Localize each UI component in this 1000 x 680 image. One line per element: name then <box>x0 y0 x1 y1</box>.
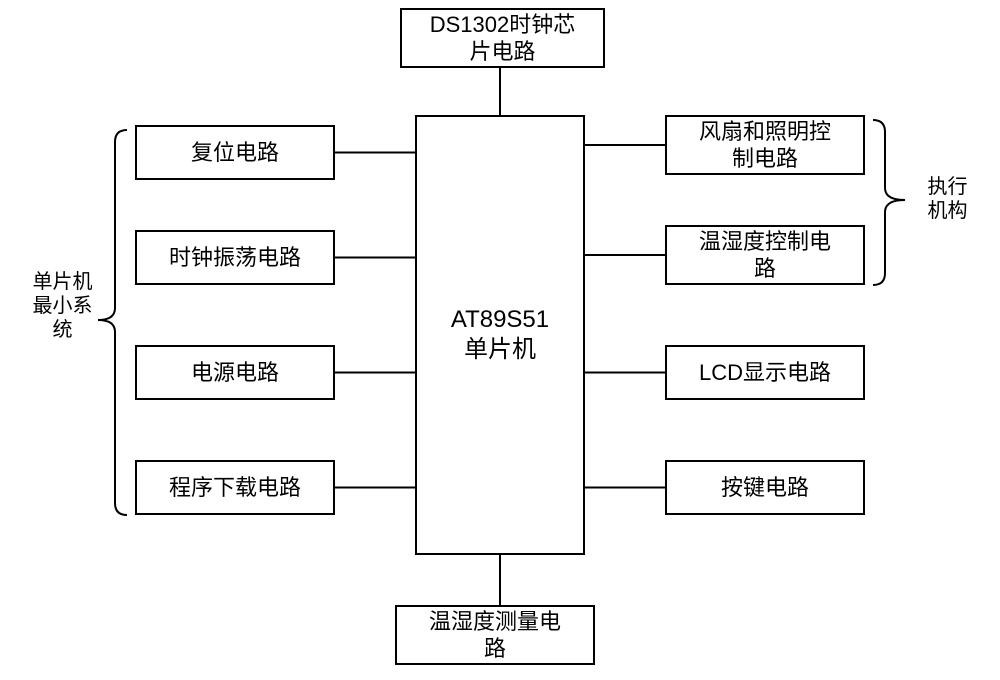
left-block-0: 复位电路 <box>135 125 335 180</box>
right-block-2: LCD显示电路 <box>665 345 865 400</box>
left-block-3: 程序下载电路 <box>135 460 335 515</box>
bottom-block: 温湿度测量电路 <box>395 605 595 665</box>
center-mcu: AT89S51单片机 <box>415 115 585 555</box>
top-block: DS1302时钟芯片电路 <box>400 8 605 68</box>
right-group-label: 执行机构 <box>920 175 975 223</box>
left-block-2: 电源电路 <box>135 345 335 400</box>
right-block-0: 风扇和照明控制电路 <box>665 115 865 175</box>
left-group-label: 单片机最小系统 <box>20 270 105 342</box>
right-block-1: 温湿度控制电路 <box>665 225 865 285</box>
left-block-1: 时钟振荡电路 <box>135 230 335 285</box>
right-block-3: 按键电路 <box>665 460 865 515</box>
